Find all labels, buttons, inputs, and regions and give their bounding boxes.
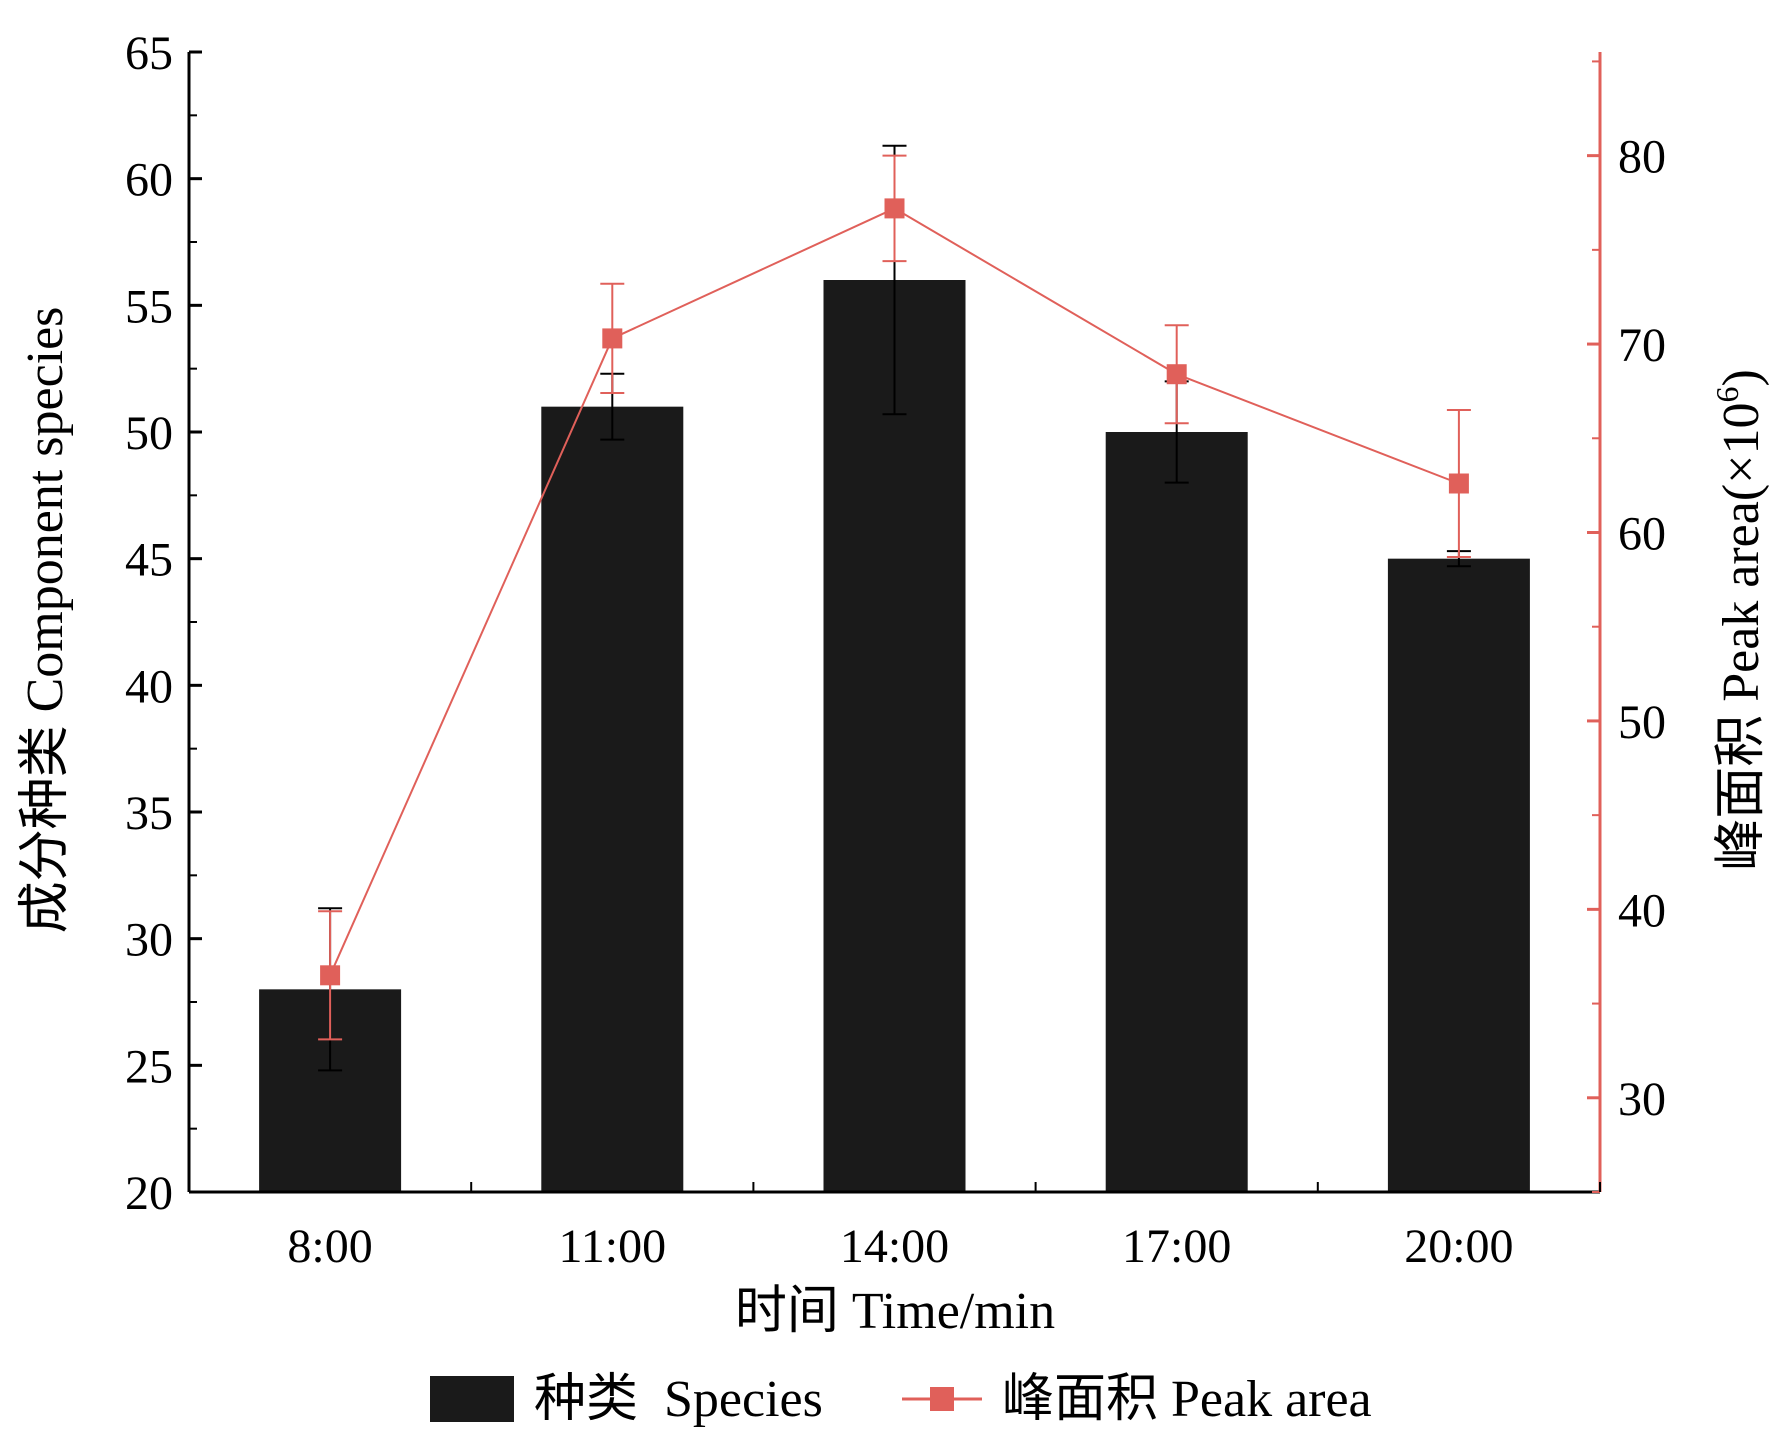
legend-species-swatch <box>430 1376 514 1422</box>
species-bars <box>259 280 1530 1193</box>
y-tick-label: 35 <box>125 787 173 840</box>
legend-peak-area-label: 峰面积 Peak area <box>1002 1371 1372 1428</box>
x-axis-title: 时间 Time/min <box>735 1283 1055 1340</box>
y-axis-title: 成分种类 Component species <box>17 307 74 934</box>
y2-tick-label: 40 <box>1618 884 1666 937</box>
y-tick-label: 60 <box>125 154 173 207</box>
y2-axis-title-close: ) <box>1713 369 1770 386</box>
y-tick-label: 65 <box>125 27 173 80</box>
peak-area-marker-8:00 <box>320 965 341 986</box>
y2-axis-title-exponent: 6 <box>1709 387 1745 403</box>
peak-area-marker-17:00 <box>1166 364 1187 385</box>
y-tick-label: 30 <box>125 914 173 967</box>
right-axis-ticks: 30 40 50 60 70 80 <box>1587 60 1666 1193</box>
bar-11:00 <box>541 406 684 1193</box>
legend-species-label: 种类 Species <box>534 1371 823 1428</box>
x-tick-label: 20:00 <box>1404 1220 1513 1273</box>
x-axis-ticks: 8:00 11:00 14:00 17:00 20:00 <box>188 1182 1601 1273</box>
y2-tick-label: 60 <box>1618 507 1666 560</box>
peak-area-series <box>318 154 1471 1041</box>
y-tick-label: 45 <box>125 534 173 587</box>
y2-tick-label: 70 <box>1618 319 1666 372</box>
bar-17:00 <box>1105 432 1248 1192</box>
y2-tick-label: 50 <box>1618 696 1666 749</box>
y2-tick-label: 80 <box>1618 131 1666 184</box>
left-axis-ticks: 20 25 30 35 40 45 50 55 60 65 <box>125 27 202 1220</box>
legend-peak-area-marker <box>930 1387 954 1411</box>
peak-area-marker-14:00 <box>884 198 905 219</box>
y-tick-label: 20 <box>125 1167 173 1220</box>
y-tick-label: 25 <box>125 1040 173 1093</box>
y2-axis-title: 峰面积 Peak area(×106) <box>1709 369 1770 871</box>
y-tick-label: 55 <box>125 280 173 333</box>
y-tick-label: 40 <box>125 660 173 713</box>
peak-area-marker-11:00 <box>602 328 623 349</box>
legend: 种类 Species 峰面积 Peak area <box>430 1371 1372 1428</box>
x-tick-label: 8:00 <box>287 1220 372 1273</box>
y2-axis-title-main: 峰面积 Peak area(×10 <box>1713 403 1770 871</box>
bar-14:00 <box>823 280 966 1192</box>
y2-tick-label: 30 <box>1618 1073 1666 1126</box>
bar-20:00 <box>1387 558 1530 1192</box>
x-tick-label: 11:00 <box>559 1220 667 1273</box>
x-tick-label: 14:00 <box>840 1220 949 1273</box>
y-tick-label: 50 <box>125 407 173 460</box>
peak-area-marker-20:00 <box>1448 473 1469 494</box>
x-tick-label: 17:00 <box>1122 1220 1231 1273</box>
